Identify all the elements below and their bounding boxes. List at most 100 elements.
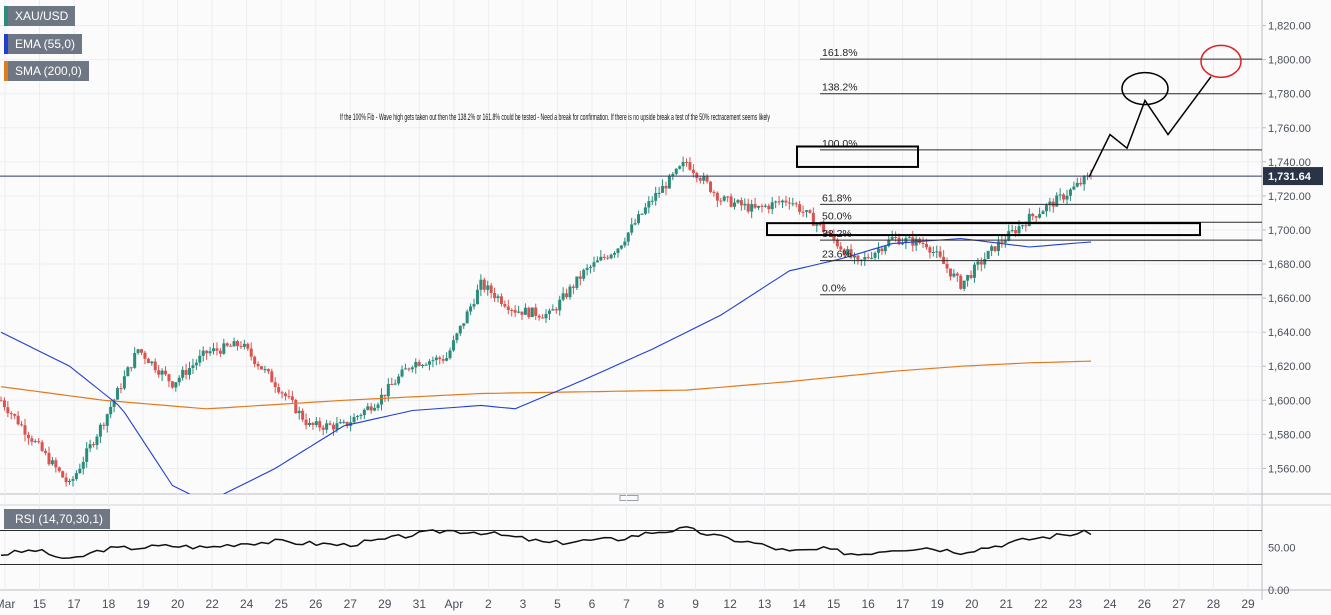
panel-resize-handle (619, 495, 639, 501)
candle-body (47, 452, 51, 465)
candle-body (390, 384, 394, 386)
candle-body (325, 423, 329, 430)
candle-body (664, 185, 668, 189)
candle-body (451, 340, 455, 351)
candle-body (68, 480, 72, 483)
candle-body (1014, 230, 1018, 234)
candle-body (188, 367, 192, 375)
candle-body (702, 176, 706, 181)
candle-body (1031, 213, 1035, 217)
candle-body (722, 196, 726, 201)
candle-body (499, 296, 503, 304)
candle-body (160, 370, 164, 375)
rsi-line (0, 526, 1092, 560)
candle-body (222, 343, 226, 354)
candle-body (407, 368, 411, 370)
candle-body (0, 400, 3, 402)
candle-body (126, 367, 130, 377)
candle-body (870, 257, 874, 259)
x-tick-label: 13 (758, 597, 772, 611)
last-price-tag (1263, 167, 1323, 186)
x-tick-label: 14 (792, 597, 806, 611)
candle-body (784, 200, 788, 203)
candle-body (969, 274, 973, 278)
fib-label: 161.8% (822, 47, 858, 59)
candle-body (397, 376, 401, 384)
candle-body (283, 393, 287, 397)
legend-rsi[interactable]: RSI (14,70,30,1) (4, 509, 111, 529)
fib-100-box (796, 145, 919, 168)
candle-body (92, 444, 96, 446)
candle-body (304, 419, 308, 426)
y-tick-label: 1,640.00 (1268, 327, 1311, 339)
legend-ema[interactable]: EMA (55,0) (4, 34, 83, 54)
candle-body (287, 396, 291, 398)
candle-body (637, 214, 641, 224)
candle-body (362, 409, 366, 416)
candle-body (832, 234, 836, 240)
candle-body (1079, 182, 1083, 185)
candle-body (781, 200, 785, 203)
candle-body (6, 407, 10, 414)
x-tick-label: 27 (344, 597, 358, 611)
candle-body (37, 441, 41, 443)
candle-body (386, 384, 390, 397)
candle-body (592, 262, 596, 267)
fib-label: 61.8% (822, 192, 852, 204)
x-tick-label: 17 (896, 597, 910, 611)
x-tick-label: 20 (171, 597, 185, 611)
x-tick-label: 3 (520, 597, 527, 611)
x-tick-label: 15 (33, 597, 47, 611)
candle-body (225, 343, 229, 346)
candle-body (613, 252, 617, 255)
candle-body (400, 369, 404, 377)
candle-body (630, 224, 634, 233)
fib-label: 138.2% (822, 82, 858, 94)
candle-body (575, 276, 579, 288)
candle-body (537, 315, 541, 318)
candles-group (0, 156, 1093, 487)
legend-label: SMA (200,0) (15, 64, 82, 78)
candle-body (938, 251, 942, 257)
legend-label: XAU/USD (15, 9, 69, 23)
candle-body (61, 471, 65, 478)
candle-body (715, 192, 719, 201)
legend-sma[interactable]: SMA (200,0) (4, 61, 89, 81)
candle-body (1038, 214, 1042, 218)
candle-body (602, 256, 606, 258)
y-tick-label: 1,660.00 (1268, 293, 1311, 305)
candle-body (609, 254, 613, 259)
candle-body (253, 356, 257, 365)
legend-xauusd[interactable]: XAU/USD (4, 6, 76, 26)
candle-body (496, 296, 500, 299)
candle-body (229, 345, 233, 347)
candle-body (935, 251, 939, 253)
annotation-text: If the 100% Fib - Wave high gets taken o… (340, 112, 770, 122)
candle-body (839, 246, 843, 250)
x-tick-label: 26 (309, 597, 323, 611)
candle-body (85, 448, 89, 462)
candle-body (26, 434, 30, 439)
x-tick-label: 29 (378, 597, 392, 611)
candle-body (551, 309, 555, 311)
candle-body (726, 196, 730, 198)
candle-body (1058, 194, 1062, 196)
candle-body (794, 203, 798, 205)
candle-body (924, 243, 928, 248)
x-tick-label: 31 (413, 597, 427, 611)
candle-body (297, 410, 301, 414)
candle-body (705, 176, 709, 182)
candle-body (482, 279, 486, 290)
x-tick-label: 24 (1103, 597, 1117, 611)
candle-body (81, 461, 85, 469)
candle-body (510, 309, 514, 311)
candle-body (486, 285, 490, 290)
candle-body (78, 468, 82, 474)
candle-body (366, 406, 370, 410)
candle-body (688, 162, 692, 170)
x-tick-label: 9 (692, 597, 699, 611)
candle-body (733, 202, 737, 207)
candle-body (462, 323, 466, 326)
target-circle-138 (1121, 71, 1169, 106)
